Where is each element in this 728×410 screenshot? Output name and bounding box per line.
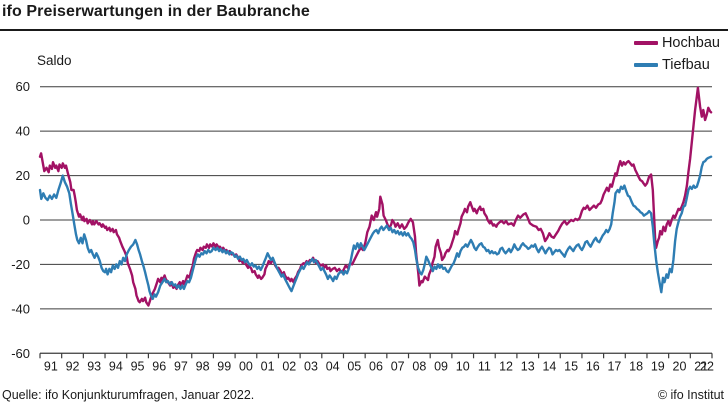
y-axis-tick-label: -20 xyxy=(11,257,30,272)
hochbau-line-swatch-icon xyxy=(633,41,658,45)
x-axis-tick-label: 17 xyxy=(607,359,621,373)
x-axis-tick-label: 99 xyxy=(217,359,231,373)
x-axis-tick-label: 14 xyxy=(542,359,556,373)
x-axis-tick-label: 98 xyxy=(196,359,210,373)
x-axis-tick-label: 05 xyxy=(347,359,361,373)
x-axis-tick-label: 02 xyxy=(282,359,296,373)
title-rule xyxy=(0,29,728,31)
x-axis-tick-label: 12 xyxy=(499,359,513,373)
copyright-note: © ifo Institut xyxy=(657,388,724,402)
x-axis-tick-label: 11 xyxy=(478,359,491,373)
tiefbau-line xyxy=(38,155,713,301)
x-axis-tick-label: 93 xyxy=(87,359,101,373)
x-axis-tick-label: 07 xyxy=(391,359,405,373)
y-axis-unit-label: Saldo xyxy=(37,53,72,68)
x-axis-tick-label: 20 xyxy=(673,359,687,373)
y-axis-tick-label: 20 xyxy=(16,168,30,183)
y-axis-tick-label: 40 xyxy=(16,124,30,139)
y-axis-tick-label: -40 xyxy=(11,301,30,316)
x-axis-tick-label: 08 xyxy=(412,359,426,373)
legend-item-hochbau: Hochbau xyxy=(633,32,720,54)
x-axis-tick-label: 10 xyxy=(456,359,470,373)
x-axis-tick-label: 09 xyxy=(434,359,448,373)
x-axis-tick-label: 03 xyxy=(304,359,318,373)
x-axis-tick-label: 19 xyxy=(651,359,665,373)
x-axis-tick-label: 15 xyxy=(564,359,578,373)
x-axis-tick-label: 18 xyxy=(629,359,643,373)
x-axis-tick-label: 22 xyxy=(700,359,714,373)
y-axis-tick-label: 60 xyxy=(16,79,30,94)
x-axis-tick-label: 00 xyxy=(239,359,253,373)
x-axis-tick-label: 16 xyxy=(586,359,600,373)
source-note: Quelle: ifo Konjunkturumfragen, Januar 2… xyxy=(2,388,255,402)
x-axis-tick-label: 21 xyxy=(694,359,708,373)
x-axis-tick-label: 13 xyxy=(521,359,535,373)
hochbau-line xyxy=(38,86,713,307)
x-axis-tick-label: 94 xyxy=(109,359,123,373)
x-axis-tick-label: 91 xyxy=(44,359,58,373)
x-axis-tick-label: 06 xyxy=(369,359,383,373)
y-axis-tick-label: 0 xyxy=(23,213,30,228)
x-axis-tick-label: 96 xyxy=(152,359,166,373)
x-axis-tick-label: 95 xyxy=(131,359,145,373)
page-title: ifo Preiserwartungen in der Baubranche xyxy=(2,3,310,20)
legend-label-tiefbau: Tiefbau xyxy=(661,56,710,73)
tiefbau-line-swatch-icon xyxy=(633,63,658,67)
legend-item-tiefbau: Tiefbau xyxy=(633,54,720,76)
legend: Hochbau Tiefbau xyxy=(633,32,720,76)
x-axis-tick-label: 01 xyxy=(261,359,275,373)
x-axis-tick-label: 04 xyxy=(326,359,340,373)
legend-label-hochbau: Hochbau xyxy=(661,34,720,51)
x-axis-tick-label: 97 xyxy=(174,359,188,373)
y-axis-tick-label: -60 xyxy=(11,346,30,361)
x-axis-tick-label: 92 xyxy=(66,359,80,373)
